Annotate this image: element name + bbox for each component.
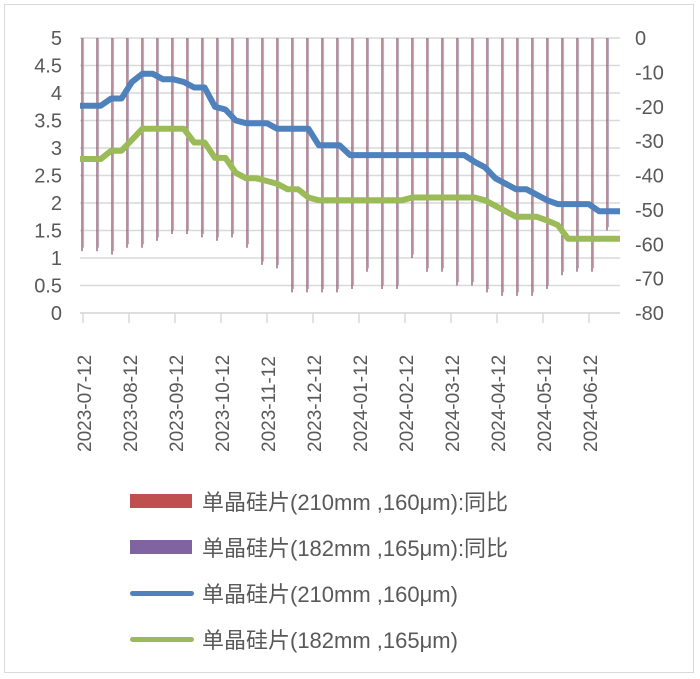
right-axis-tick: -10	[635, 62, 664, 84]
x-axis-label: 2024-04-12	[489, 355, 510, 452]
right-axis-tick: -30	[635, 131, 664, 153]
left-axis-tick: 3	[51, 138, 62, 160]
x-axis-label: 2024-03-12	[443, 355, 464, 452]
right-axis-tick: 0	[635, 28, 646, 50]
right-axis-tick: -50	[635, 200, 664, 222]
legend-swatch-purple	[130, 540, 192, 554]
price-line	[80, 70, 620, 215]
x-axis-label: 2024-01-12	[351, 355, 372, 452]
left-axis-tick: 4	[51, 83, 62, 105]
legend-item-210-yoy: 单晶硅片(210mm ,160μm):同比	[130, 478, 508, 524]
x-axis-label: 2023-07-12	[75, 355, 96, 452]
legend-swatch-blue-line	[130, 590, 194, 596]
x-axis-label: 2024-06-12	[581, 355, 602, 452]
legend-label: 单晶硅片(210mm ,160μm):同比	[202, 490, 509, 515]
x-axis-label: 2023-10-12	[213, 355, 234, 452]
legend-label: 单晶硅片(182mm ,165μm)	[202, 628, 458, 653]
left-axis-tick: 5	[51, 28, 62, 50]
x-axis-label: 2023-09-12	[167, 355, 188, 452]
x-axis-label: 2024-05-12	[535, 355, 556, 452]
legend-label: 单晶硅片(182mm ,165μm):同比	[202, 536, 509, 561]
left-axis-tick: 0.5	[34, 276, 62, 298]
legend-item-210-price: 单晶硅片(210mm ,160μm)	[130, 570, 508, 616]
chart-plot: 0 0.5 1 1.5 2 2.5 3 3.5 4 4.5 5 -80 -70 -60 -50 -40 -30 -…	[34, 28, 664, 452]
left-axis-tick: 1	[51, 248, 62, 270]
left-axis-tick: 3.5	[34, 111, 62, 133]
left-axis-tick: 0	[51, 303, 62, 325]
legend-label: 单晶硅片(210mm ,160μm)	[202, 582, 458, 607]
price-line	[80, 125, 620, 242]
legend-item-182-yoy: 单晶硅片(182mm ,165μm):同比	[130, 524, 508, 570]
left-axis-tick: 2.5	[34, 166, 62, 188]
legend: 单晶硅片(210mm ,160μm):同比 单晶硅片(182mm ,165μm)…	[130, 478, 508, 662]
x-axis-label: 2023-11-12	[259, 356, 280, 452]
chart-frame	[4, 4, 694, 673]
x-axis-label: 2023-08-12	[121, 355, 142, 452]
legend-swatch-green-line	[130, 636, 194, 642]
x-axis-label: 2023-12-12	[305, 355, 326, 452]
right-axis-tick: -70	[635, 269, 664, 291]
left-axis-tick: 2	[51, 193, 62, 215]
right-axis-tick: -20	[635, 97, 664, 119]
right-axis-tick: -80	[635, 303, 664, 325]
left-axis-tick: 1.5	[34, 221, 62, 243]
left-axis-tick: 4.5	[34, 56, 62, 78]
right-axis-tick: -40	[635, 166, 664, 188]
right-axis-tick: -60	[635, 234, 664, 256]
legend-item-182-price: 单晶硅片(182mm ,165μm)	[130, 616, 508, 662]
legend-swatch-red	[130, 494, 192, 508]
x-axis-label: 2024-02-12	[397, 355, 418, 452]
